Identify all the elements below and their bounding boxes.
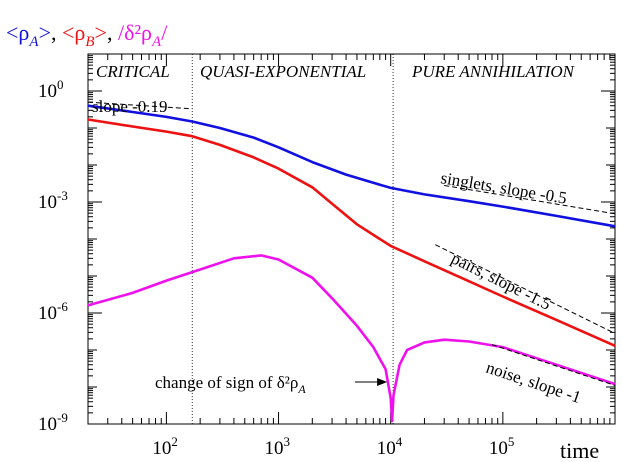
x-tick-label: 103​: [265, 434, 291, 459]
x-tick-label: 105​: [489, 434, 515, 459]
x-tick-label: 102​: [152, 434, 178, 459]
y-tick-label: 10-3​: [38, 188, 68, 213]
chart-title: <ρA​>, <ρB​>, /δ²ρA​/: [6, 20, 168, 50]
sign-change-annotation: change of sign of δ²ρA​: [155, 373, 386, 396]
y-tick-label: 100​: [38, 77, 64, 102]
region-label: CRITICAL: [96, 62, 170, 81]
x-axis-label: time: [560, 438, 599, 462]
annotation-label: change of sign of δ²ρA​: [155, 373, 306, 396]
region-boundaries: [192, 54, 393, 424]
x-tick-label: 104​: [377, 434, 403, 459]
y-tick-label: 10-9​: [38, 410, 68, 435]
slope-label: noise, slope -1: [484, 358, 584, 407]
slope-lines: slope -0.19 singlets, slope -0.5 pairs, sl…: [88, 97, 615, 407]
slope-label: pairs, slope -1.5: [448, 249, 554, 314]
slope-label: singlets, slope -0.5: [439, 168, 568, 208]
series-line: [88, 106, 615, 227]
region-labels: CRITICAL QUASI-EXPONENTIAL PURE ANNIHILATI…: [96, 62, 576, 81]
y-tick-label: 10-6​: [38, 299, 68, 324]
region-label: PURE ANNIHILATION: [411, 62, 576, 81]
region-label: QUASI-EXPONENTIAL: [200, 62, 366, 81]
series-line: [88, 255, 615, 421]
series-line: [88, 120, 615, 346]
slope-label: slope -0.19: [92, 97, 168, 116]
